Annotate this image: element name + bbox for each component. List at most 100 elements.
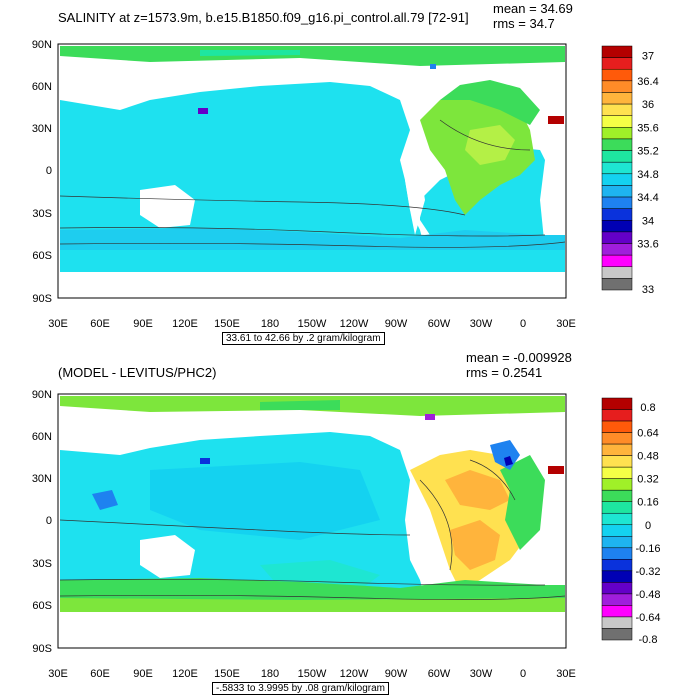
panel1-lon-label: 180 [261,318,279,330]
colorbar-swatch [601,582,633,595]
colorbar-swatch [601,501,633,514]
panel2-lat-label: 90S [32,643,52,655]
panel2-lat-label: 30S [32,558,52,570]
panel2-lon-label: 120W [340,668,369,680]
colorbar-swatch [601,231,633,244]
panel2-title: (MODEL - LEVITUS/PHC2) [58,365,217,380]
colorbar-swatch [601,161,633,175]
panel1-lon-label: 150W [298,318,327,330]
colorbar-swatch [601,57,633,70]
panel1-lon-label: 60W [428,318,451,330]
panel1-lon-label: 0 [520,318,526,330]
panel1-map [57,43,567,299]
colorbar-swatch [601,628,633,641]
panel1-lat-label: 0 [46,165,52,177]
panel2-lon-label: 30E [556,668,576,680]
panel2-lon-label: 180 [261,668,279,680]
panel1-lon-label: 90W [385,318,408,330]
colorbar-label: 0.8 [640,402,655,414]
panel2-mean: mean = -0.009928 [466,350,572,365]
colorbar-swatch [601,536,633,549]
panel2-axes: 90N 60N 30N 0 30S 60S 90S 30E 60E 90E 12… [32,389,576,680]
colorbar-swatch [601,397,633,410]
colorbar-swatch [601,409,633,422]
colorbar-label: 35.2 [637,146,658,158]
panel1-lon-label: 30W [470,318,493,330]
colorbar-swatch [601,92,633,105]
colorbar-swatch [601,478,633,491]
panel2-lat-label: 90N [32,389,52,401]
colorbar-label: 0.64 [637,428,658,440]
colorbar-swatch [601,138,633,151]
colorbar-label: -0.64 [635,612,660,624]
colorbar-swatch [601,185,633,198]
colorbar-swatch [601,455,633,468]
colorbar-swatch [601,512,633,526]
colorbar-swatch [601,196,633,209]
panel2-colorbar: 0.8 0.64 0.48 0.32 0.16 0 -0.16 -0.32 -0.48 -0.64… [601,397,661,646]
panel1-lon-label: 150E [214,318,240,330]
panel2-lon-label: 60W [428,668,451,680]
colorbar-swatch [601,489,633,502]
colorbar-label: 34.4 [637,192,658,204]
panel1-lon-label: 120E [172,318,198,330]
panel1-lat-label: 90N [32,39,52,51]
colorbar-swatch [601,115,633,128]
colorbar-swatch [601,278,633,291]
colorbar-label: -0.32 [635,566,660,578]
panel1-lat-label: 30N [32,123,52,135]
colorbar-label: -0.48 [635,589,660,601]
colorbar-label: -0.16 [635,543,660,555]
colorbar-label: 34.8 [637,169,658,181]
panel1-title: SALINITY at z=1573.9m, b.e15.B1850.f09_g… [58,10,469,25]
panel1-lat-label: 90S [32,293,52,305]
colorbar-swatch [601,420,633,433]
panel1-rms: rms = 34.7 [493,16,555,31]
colorbar-swatch [601,524,633,537]
panel1-lat-label: 60S [32,250,52,262]
colorbar-label: 0.48 [637,451,658,463]
colorbar-swatch [601,243,633,256]
panel1-southern-band [60,228,565,250]
colorbar-swatch [601,173,633,186]
panel2-lat-label: 0 [46,515,52,527]
colorbar-swatch [601,443,633,456]
panel1-axes: 90N 60N 30N 0 30S 60S 90S 30E 60E 90E 12… [32,39,576,330]
panel1-colorbar: 37 36.4 36 35.6 35.2 34.8 34.4 34 33.6 33 [601,45,659,296]
colorbar-label: 36 [642,99,654,111]
panel1-contour-info: 33.61 to 42.66 by .2 gram/kilogram [222,332,385,345]
panel2-lon-label: 120E [172,668,198,680]
panel1-lon-label: 120W [340,318,369,330]
colorbar-swatch [601,45,633,58]
colorbar-swatch [601,80,633,93]
colorbar-swatch [601,570,633,583]
panel2-contour-info: -.5833 to 3.9995 by .08 gram/kilogram [212,682,389,695]
colorbar-label: -0.8 [639,634,658,646]
panel1-lon-label: 60E [90,318,110,330]
colorbar-swatch [601,466,633,479]
colorbar-swatch [601,593,633,606]
colorbar-label: 33 [642,284,654,296]
colorbar-label: 0 [645,520,651,532]
panel1-lon-label: 90E [133,318,153,330]
colorbar-swatch [601,220,633,233]
colorbar-label: 34 [642,215,654,227]
panel1-lon-label: 30E [48,318,68,330]
panel2-rms: rms = 0.2541 [466,365,543,380]
colorbar-swatch [601,127,633,140]
colorbar-label: 0.32 [637,474,658,486]
colorbar-label: 33.6 [637,239,658,251]
colorbar-swatch [601,547,633,560]
colorbar-swatch [601,68,633,82]
panel1-lon-label: 30E [556,318,576,330]
colorbar-swatch [601,266,633,279]
colorbar-swatch [601,208,633,221]
colorbar-swatch [601,616,633,629]
panel2-lon-label: 30W [470,668,493,680]
colorbar-swatch [601,150,633,163]
colorbar-swatch [601,103,633,116]
panel2-lon-label: 30E [48,668,68,680]
panel2-lon-label: 60E [90,668,110,680]
colorbar-label: 0.16 [637,497,658,509]
panel2-lon-label: 90E [133,668,153,680]
